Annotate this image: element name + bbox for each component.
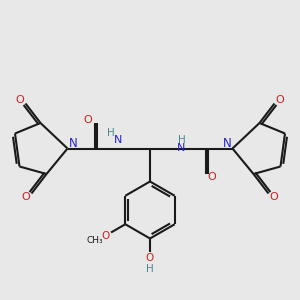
Text: H: H <box>178 135 185 145</box>
Text: O: O <box>269 192 278 202</box>
Text: O: O <box>101 231 110 241</box>
Text: O: O <box>275 95 284 105</box>
Text: O: O <box>16 95 25 105</box>
Text: O: O <box>208 172 217 182</box>
Text: N: N <box>114 135 123 145</box>
Text: H: H <box>107 128 115 138</box>
Text: H: H <box>146 263 154 274</box>
Text: CH₃: CH₃ <box>87 236 103 245</box>
Text: N: N <box>223 136 232 150</box>
Text: O: O <box>83 115 92 125</box>
Text: O: O <box>146 253 154 263</box>
Text: N: N <box>68 136 77 150</box>
Text: N: N <box>177 142 186 153</box>
Text: O: O <box>22 192 31 202</box>
